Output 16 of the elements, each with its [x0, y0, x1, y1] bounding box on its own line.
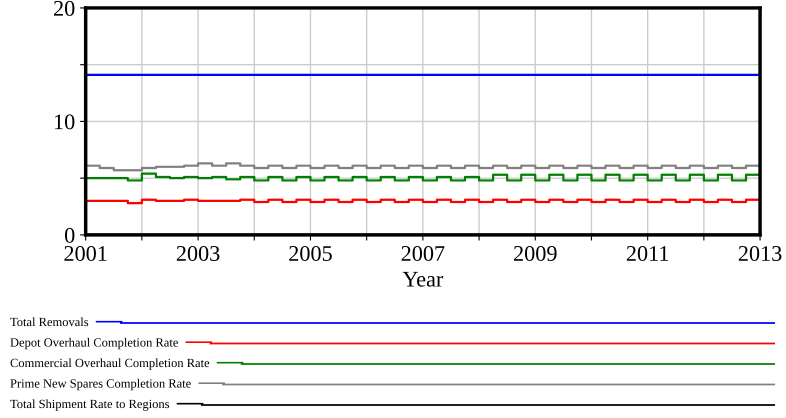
legend-label: Depot Overhaul Completion Rate — [10, 338, 178, 350]
y-tick-label: 0 — [64, 228, 74, 243]
x-tick-label: 2011 — [626, 246, 668, 261]
x-tick-label: 2009 — [514, 246, 557, 261]
legend-label: Commercial Overhaul Completion Rate — [10, 358, 210, 370]
y-tick-label: 10 — [54, 114, 74, 130]
legend-label: Total Shipment Rate to Regions — [10, 399, 170, 411]
legend-label: Total Removals — [10, 317, 88, 326]
y-tick-label: 20 — [54, 0, 74, 16]
x-tick-label: 2003 — [176, 246, 220, 261]
x-tick-label: 2007 — [402, 246, 444, 261]
legend-label: Prime New Spares Completion Rate — [10, 378, 191, 390]
x-tick-label: 2005 — [289, 246, 332, 261]
x-tick-label: 2013 — [738, 246, 782, 261]
x-tick-label: 2001 — [64, 246, 107, 261]
x-axis-title: Year — [402, 272, 444, 287]
